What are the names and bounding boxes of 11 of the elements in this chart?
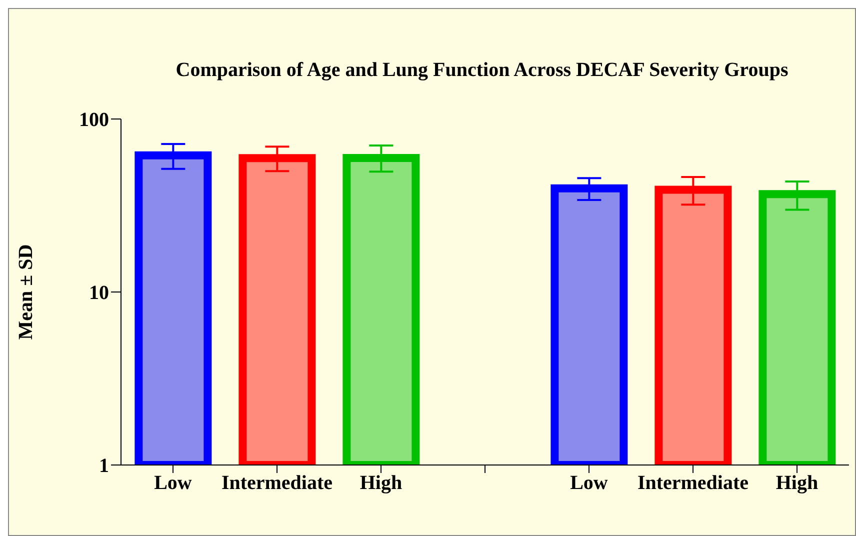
x-tick-label: Low bbox=[570, 472, 608, 494]
x-tick-label: High bbox=[360, 472, 402, 494]
y-tick-label: 100 bbox=[79, 109, 109, 132]
x-tick-label: Low bbox=[154, 472, 192, 494]
chart-title: Comparison of Age and Lung Function Across DECAF Severity Groups bbox=[174, 59, 790, 82]
y-tick-label: 1 bbox=[99, 455, 109, 478]
x-tick-label: Intermediate bbox=[221, 472, 333, 494]
y-axis-title: Mean ± SD bbox=[15, 244, 38, 340]
y-tick-label: 10 bbox=[89, 282, 109, 304]
x-tick-label: High bbox=[776, 472, 818, 494]
x-tick-label: Intermediate bbox=[637, 472, 749, 494]
